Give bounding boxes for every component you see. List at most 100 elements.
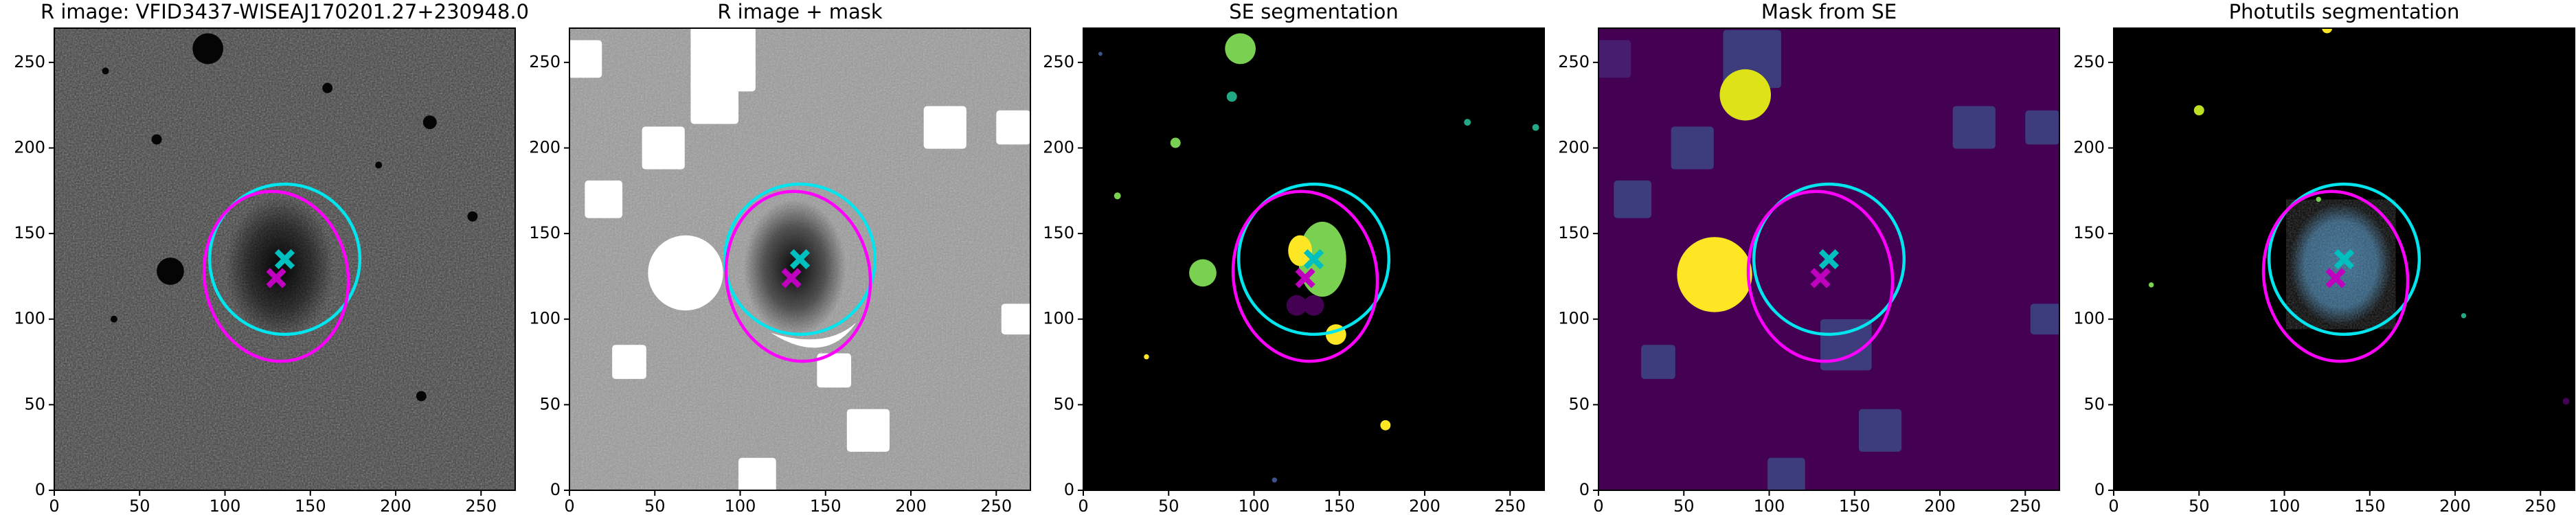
mask-region <box>2025 110 2059 145</box>
star <box>322 82 333 93</box>
y-tick-label: 100 <box>14 309 45 328</box>
panel: 0 50 100 150 200 250 0 50 100 150 200 250 R image + … <box>529 0 1031 515</box>
y-tick-label: 100 <box>2073 309 2105 328</box>
mask-region <box>1820 319 1872 371</box>
image <box>2114 28 2575 490</box>
source <box>1114 192 1121 200</box>
panel: 0 50 100 150 200 250 0 50 100 150 200 250 SE segment… <box>1043 0 1545 515</box>
ellipse <box>1752 182 1906 336</box>
star <box>151 134 162 145</box>
x-tick-label: 0 <box>1078 496 1088 515</box>
image <box>54 28 515 490</box>
image <box>1083 28 1544 490</box>
y-tick-label: 200 <box>529 137 561 157</box>
x-tick-label: 150 <box>295 496 326 515</box>
y-tick-label: 200 <box>14 137 45 157</box>
y-tick-label: 50 <box>24 394 45 413</box>
marker <box>1810 268 1831 288</box>
star <box>375 161 383 169</box>
x-tick-label: 200 <box>2439 496 2471 515</box>
panel: 0 50 100 150 200 250 0 50 100 150 200 250 Mask from … <box>1558 0 2060 515</box>
y-tick-label: 250 <box>14 52 45 71</box>
mask-region <box>817 353 852 388</box>
ellipse <box>723 182 877 336</box>
y-tick-label: 200 <box>1558 137 1590 157</box>
axes-frame <box>2113 27 2575 491</box>
ellipse <box>1236 182 1391 336</box>
ellipse <box>724 190 872 363</box>
mask-region <box>738 457 776 490</box>
y-tick-label: 200 <box>2073 137 2105 157</box>
mask-region <box>846 409 890 452</box>
x-tick-label: 200 <box>380 496 411 515</box>
source <box>1098 52 1103 56</box>
x-tick-label: 50 <box>1158 496 1179 515</box>
y-tick-label: 50 <box>1053 394 1074 413</box>
x-tick-label: 250 <box>465 496 497 515</box>
ellipse <box>2267 182 2421 336</box>
mask-region <box>996 110 1030 145</box>
star <box>422 115 437 130</box>
source <box>2562 398 2570 405</box>
x-tick-label: 50 <box>644 496 666 515</box>
source <box>2193 105 2204 116</box>
mask-region <box>1719 69 1772 121</box>
marker <box>2334 249 2355 270</box>
axes-frame <box>1083 27 1545 491</box>
x-tick-label: 250 <box>2009 496 2041 515</box>
y-tick-label: 150 <box>1043 223 1074 242</box>
marker <box>274 249 295 270</box>
mask-region <box>690 76 739 124</box>
source <box>1303 295 1324 316</box>
y-tick-label: 50 <box>1568 394 1590 413</box>
marker <box>781 268 802 288</box>
star <box>157 258 184 285</box>
source <box>1298 221 1346 297</box>
mask-region <box>1677 237 1752 312</box>
mask-region <box>923 106 967 149</box>
panel: 0 50 100 150 200 250 0 50 100 150 200 250 Photutils … <box>2073 0 2575 515</box>
source <box>1464 119 1471 126</box>
panel-title: SE segmentation <box>1229 0 1398 23</box>
mask-region <box>642 126 685 170</box>
x-tick-label: 100 <box>210 496 241 515</box>
y-tick-label: 250 <box>1558 52 1590 71</box>
ellipse <box>2261 190 2410 363</box>
y-tick-label: 0 <box>35 480 45 499</box>
panel-title: R image + mask <box>717 0 883 23</box>
panel-title: Mask from SE <box>1761 0 1897 23</box>
x-tick-label: 50 <box>1673 496 1695 515</box>
axes-frame <box>569 27 1031 491</box>
mask-region <box>1598 40 1631 78</box>
image <box>569 28 1030 490</box>
star <box>192 33 224 65</box>
marker <box>789 249 811 270</box>
mask-region <box>690 28 756 92</box>
source <box>1144 354 1149 360</box>
source <box>2322 28 2333 34</box>
panel: 0 50 100 150 200 250 0 50 100 150 200 250 R image: V… <box>14 0 529 515</box>
x-tick-label: 250 <box>2524 496 2556 515</box>
star <box>416 391 427 402</box>
star <box>102 67 109 75</box>
mask-region <box>1001 304 1030 335</box>
axes-frame <box>1598 27 2060 491</box>
source <box>1286 295 1307 316</box>
mask-region <box>1952 106 1996 149</box>
marker <box>2325 268 2346 288</box>
x-tick-label: 150 <box>2354 496 2386 515</box>
x-tick-label: 0 <box>2108 496 2119 515</box>
y-tick-label: 50 <box>2083 394 2105 413</box>
x-tick-label: 100 <box>725 496 756 515</box>
x-tick-label: 100 <box>2269 496 2301 515</box>
mask-region <box>585 180 623 218</box>
y-tick-label: 200 <box>1043 137 1074 157</box>
source <box>2316 196 2321 202</box>
axes-frame <box>54 27 516 491</box>
x-tick-label: 100 <box>1239 496 1270 515</box>
source <box>1189 259 1217 287</box>
x-tick-label: 0 <box>1593 496 1603 515</box>
ellipse <box>202 190 350 363</box>
x-tick-label: 250 <box>980 496 1012 515</box>
y-tick-label: 0 <box>1579 480 1590 499</box>
